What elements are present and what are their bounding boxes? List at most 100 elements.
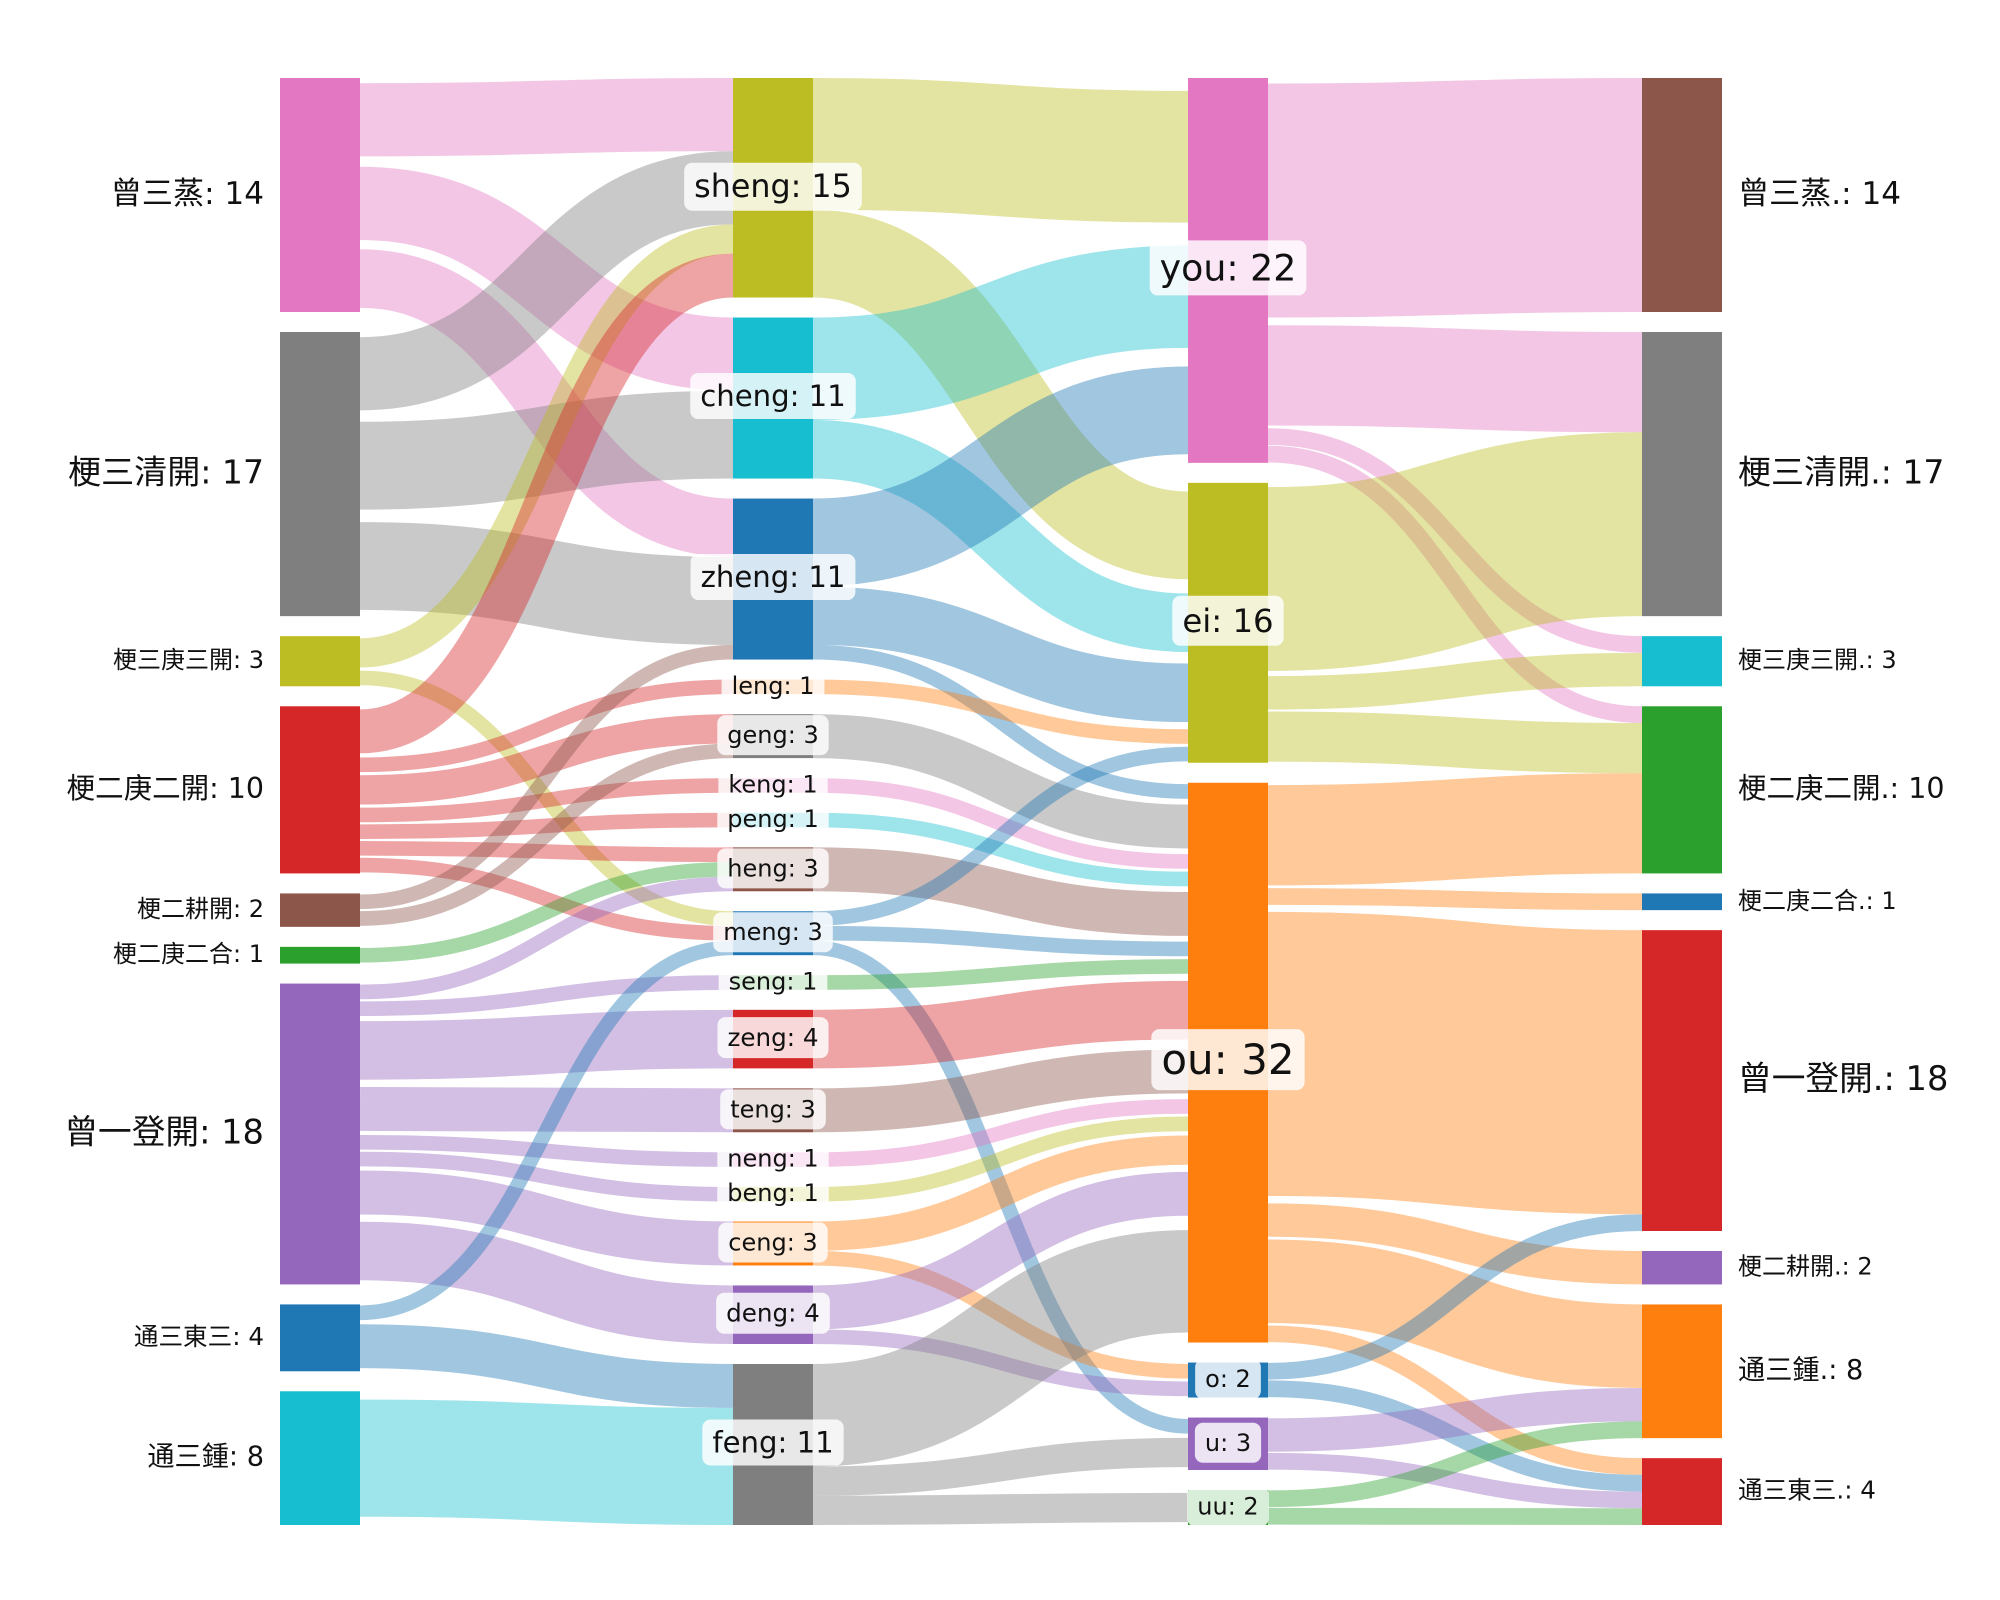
label-text-heng: heng: 3 bbox=[727, 854, 818, 882]
label-peng: peng: 1 bbox=[717, 799, 829, 840]
label-text-zeng: zeng: 4 bbox=[728, 1023, 819, 1052]
link-ei-to-梗三庚三開. bbox=[1267, 652, 1643, 710]
label-leng: leng: 1 bbox=[721, 665, 825, 706]
link-sheng-to-ei bbox=[810, 209, 1191, 580]
link-梗二庚二開-to-meng bbox=[359, 857, 734, 941]
link-曾三蒸-to-zheng bbox=[358, 249, 735, 558]
label-bg-cheng bbox=[690, 373, 856, 420]
link-曾一登開-to-deng bbox=[359, 1221, 734, 1345]
link-ei-to-梗三清開. bbox=[1267, 432, 1643, 671]
link-you-to-曾三蒸. bbox=[1267, 78, 1643, 318]
link-meng-to-ou bbox=[812, 925, 1189, 957]
label-feng: feng: 11 bbox=[702, 1419, 844, 1466]
label-bg-feng bbox=[702, 1419, 844, 1466]
link-梗二庚二開-to-geng bbox=[359, 714, 734, 805]
link-zheng-to-you bbox=[812, 366, 1189, 587]
label-text-uu: uu: 2 bbox=[1197, 1493, 1258, 1521]
label-zheng: zheng: 11 bbox=[690, 554, 856, 601]
label-梗二庚二開.: 梗二庚二開.: 10 bbox=[1738, 772, 1945, 805]
link-o-to-曾一登開. bbox=[1267, 1214, 1643, 1380]
link-梗二庚二開-to-sheng bbox=[358, 253, 735, 754]
link-梗三庚三開-to-sheng bbox=[359, 224, 734, 668]
link-meng-to-u bbox=[812, 940, 1189, 1434]
label-bg-zheng bbox=[690, 554, 856, 601]
label-bg-geng bbox=[717, 715, 829, 756]
link-梗二庚二合-to-heng bbox=[359, 861, 734, 963]
link-uu-to-通三鍾. bbox=[1267, 1421, 1643, 1508]
link-ou-to-曾一登開. bbox=[1267, 911, 1643, 1215]
link-梗二庚二開-to-heng bbox=[359, 841, 734, 863]
label-uu: uu: 2 bbox=[1187, 1486, 1269, 1527]
label-ei: ei: 16 bbox=[1172, 595, 1284, 646]
label-ou: ou: 32 bbox=[1151, 1029, 1305, 1091]
label-bg-you bbox=[1149, 240, 1307, 296]
link-梗二庚二開-to-peng bbox=[359, 812, 734, 839]
label-o: o: 2 bbox=[1195, 1359, 1261, 1400]
link-cheng-to-ei bbox=[812, 420, 1189, 653]
label-neng: neng: 1 bbox=[717, 1138, 829, 1179]
label-text-peng: peng: 1 bbox=[727, 805, 818, 833]
label-text-keng: keng: 1 bbox=[728, 770, 817, 798]
node-梗三庚三開. bbox=[1642, 636, 1722, 687]
link-通三鍾-to-feng bbox=[359, 1399, 734, 1525]
label-曾三蒸.: 曾三蒸.: 14 bbox=[1738, 176, 1901, 212]
link-梗三清開-to-zheng bbox=[359, 522, 734, 645]
link-梗二庚二開-to-keng bbox=[359, 778, 734, 823]
link-cheng-to-you bbox=[812, 245, 1189, 421]
label-text-cheng: cheng: 11 bbox=[700, 379, 846, 413]
label-通三東三.: 通三東三.: 4 bbox=[1738, 1476, 1876, 1505]
link-ou-to-梗二庚二合. bbox=[1267, 888, 1643, 911]
label-梗三庚三開.: 梗三庚三開.: 3 bbox=[1738, 646, 1897, 674]
link-曾一登開-to-beng bbox=[359, 1151, 734, 1202]
link-梗二耕開-to-geng bbox=[359, 743, 734, 926]
label-bg-teng bbox=[720, 1089, 826, 1130]
link-deng-to-ou bbox=[812, 1171, 1189, 1330]
link-曾一登開-to-teng bbox=[359, 1086, 734, 1133]
label-bg-ceng bbox=[718, 1222, 828, 1263]
node-通三東三. bbox=[1642, 1458, 1722, 1525]
link-曾一登開-to-heng bbox=[359, 876, 734, 1000]
link-keng-to-ou bbox=[812, 778, 1189, 869]
label-通三東三: 通三東三: 4 bbox=[134, 1322, 264, 1351]
label-text-seng: seng: 1 bbox=[729, 968, 818, 996]
link-o-to-通三東三. bbox=[1267, 1380, 1643, 1492]
label-bg-meng bbox=[713, 912, 833, 953]
label-梗二庚二合: 梗二庚二合: 1 bbox=[113, 940, 264, 968]
link-梗三庚三開-to-meng bbox=[359, 670, 734, 926]
label-text-meng: meng: 3 bbox=[723, 918, 823, 946]
link-seng-to-ou bbox=[812, 959, 1189, 990]
link-ei-to-梗二庚二開. bbox=[1267, 711, 1643, 774]
label-teng: teng: 3 bbox=[720, 1089, 826, 1130]
label-text-ceng: ceng: 3 bbox=[728, 1229, 817, 1257]
node-通三東三 bbox=[280, 1304, 360, 1372]
sankey-links bbox=[358, 78, 1643, 1525]
link-曾三蒸-to-cheng bbox=[359, 166, 734, 391]
link-geng-to-ou bbox=[812, 714, 1189, 849]
label-zeng: zeng: 4 bbox=[717, 1017, 829, 1059]
link-deng-to-o bbox=[812, 1329, 1189, 1397]
label-bg-zeng bbox=[717, 1017, 829, 1059]
label-text-leng: leng: 1 bbox=[732, 672, 815, 700]
node-梗三庚三開 bbox=[280, 636, 360, 687]
label-梗二耕開.: 梗二耕開.: 2 bbox=[1738, 1253, 1873, 1281]
label-梗三清開: 梗三清開: 17 bbox=[68, 453, 264, 492]
label-text-sheng: sheng: 15 bbox=[694, 169, 852, 205]
link-heng-to-ou bbox=[812, 847, 1189, 936]
label-text-ei: ei: 16 bbox=[1182, 602, 1273, 640]
label-bg-o bbox=[1195, 1359, 1261, 1400]
label-曾三蒸: 曾三蒸: 14 bbox=[111, 176, 264, 212]
node-梗二庚二合. bbox=[1642, 893, 1722, 911]
label-text-neng: neng: 1 bbox=[727, 1145, 818, 1173]
link-meng-to-ei bbox=[812, 746, 1189, 926]
label-bg-ei bbox=[1172, 595, 1284, 646]
node-曾一登開 bbox=[280, 983, 360, 1285]
link-feng-to-ou bbox=[811, 1230, 1190, 1467]
label-text-u: u: 3 bbox=[1205, 1429, 1251, 1457]
link-ceng-to-o bbox=[812, 1250, 1189, 1379]
label-text-you: you: 22 bbox=[1160, 246, 1297, 289]
link-you-to-梗二庚二開. bbox=[1267, 445, 1643, 724]
label-u: u: 3 bbox=[1194, 1422, 1262, 1463]
link-通三東三-to-feng bbox=[359, 1324, 734, 1408]
label-ceng: ceng: 3 bbox=[718, 1222, 828, 1263]
label-bg-ou bbox=[1151, 1029, 1305, 1091]
